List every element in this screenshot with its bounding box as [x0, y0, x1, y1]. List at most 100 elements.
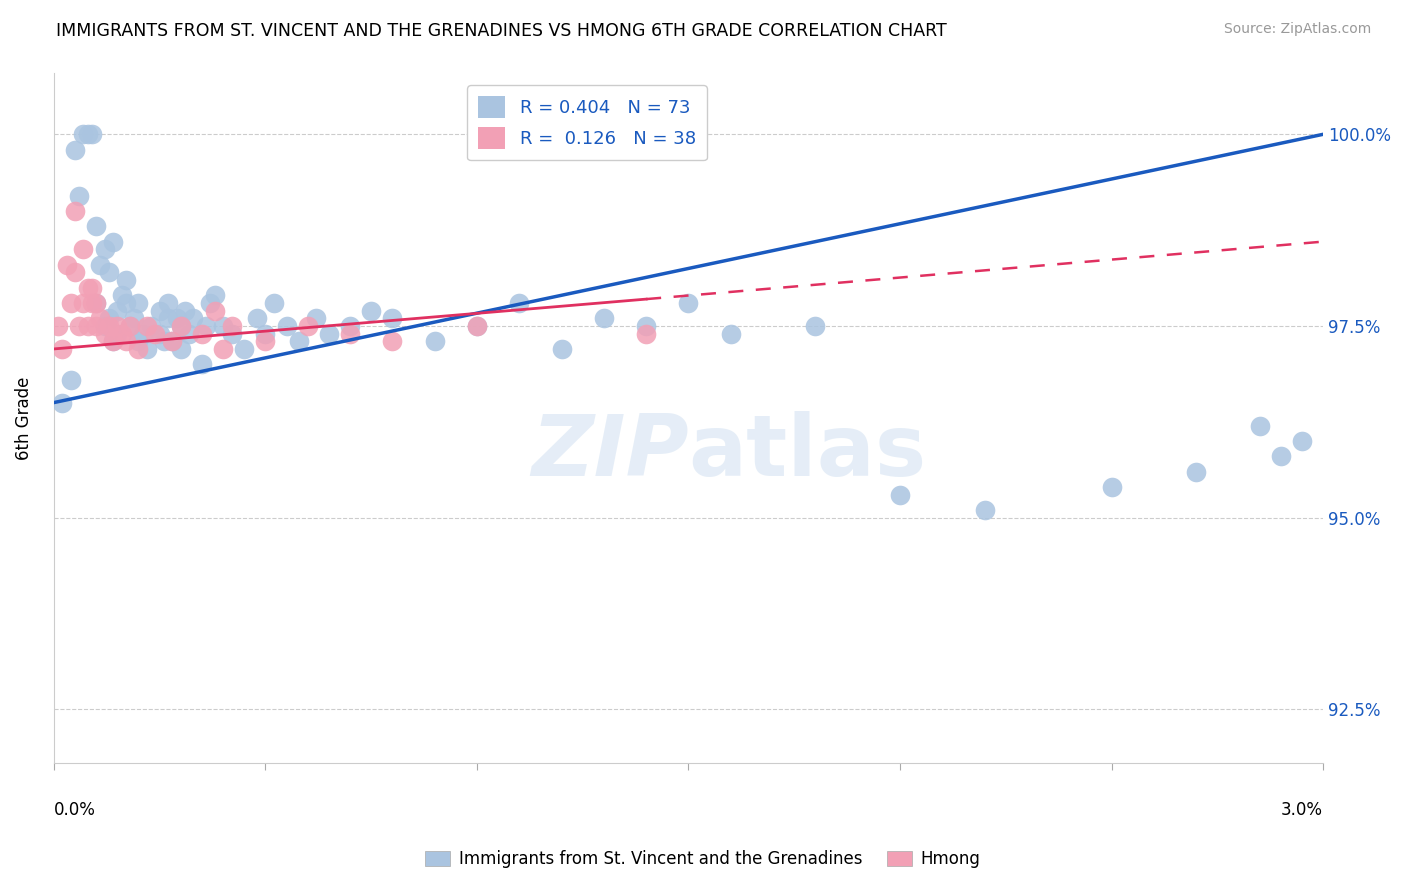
Point: [157, 311, 180, 326]
Point: [67, 318, 90, 333]
Point: [233, 342, 256, 356]
Point: [212, 318, 235, 333]
Point: [131, 326, 153, 341]
Point: [114, 273, 136, 287]
Point: [80, 128, 103, 142]
Text: Source: ZipAtlas.com: Source: ZipAtlas.com: [1223, 22, 1371, 37]
Text: 3.0%: 3.0%: [1281, 801, 1323, 819]
Point: [339, 326, 361, 341]
Point: [550, 342, 572, 356]
Point: [246, 311, 269, 326]
Point: [149, 303, 172, 318]
Point: [465, 318, 488, 333]
Point: [105, 318, 128, 333]
Point: [84, 318, 107, 333]
Point: [76, 318, 98, 333]
Point: [305, 311, 328, 326]
Point: [89, 311, 111, 326]
Point: [678, 296, 700, 310]
Point: [93, 242, 115, 256]
Point: [360, 303, 382, 318]
Point: [889, 487, 911, 501]
Point: [149, 326, 172, 341]
Point: [89, 258, 111, 272]
Point: [162, 334, 184, 349]
Point: [127, 296, 149, 310]
Point: [72, 242, 94, 256]
Point: [63, 143, 86, 157]
Point: [84, 219, 107, 234]
Point: [97, 311, 120, 326]
Point: [1291, 434, 1313, 448]
Point: [55, 258, 77, 272]
Point: [276, 318, 298, 333]
Point: [93, 318, 115, 333]
Point: [76, 280, 98, 294]
Point: [101, 235, 124, 249]
Point: [76, 128, 98, 142]
Point: [122, 311, 145, 326]
Point: [67, 188, 90, 202]
Point: [63, 265, 86, 279]
Point: [72, 128, 94, 142]
Point: [592, 311, 614, 326]
Point: [105, 303, 128, 318]
Point: [423, 334, 446, 349]
Point: [110, 326, 132, 341]
Text: IMMIGRANTS FROM ST. VINCENT AND THE GRENADINES VS HMONG 6TH GRADE CORRELATION CH: IMMIGRANTS FROM ST. VINCENT AND THE GREN…: [56, 22, 948, 40]
Point: [195, 318, 218, 333]
Point: [51, 395, 73, 409]
Point: [145, 326, 167, 341]
Point: [636, 318, 658, 333]
Point: [135, 342, 157, 356]
Point: [183, 311, 205, 326]
Point: [118, 318, 141, 333]
Point: [381, 311, 404, 326]
Point: [263, 296, 285, 310]
Point: [84, 296, 107, 310]
Point: [179, 326, 201, 341]
Point: [339, 318, 361, 333]
Point: [97, 318, 120, 333]
Legend: R = 0.404   N = 73, R =  0.126   N = 38: R = 0.404 N = 73, R = 0.126 N = 38: [467, 86, 707, 161]
Point: [72, 296, 94, 310]
Point: [1249, 418, 1271, 433]
Point: [162, 334, 184, 349]
Point: [93, 326, 115, 341]
Text: 0.0%: 0.0%: [53, 801, 96, 819]
Point: [254, 334, 277, 349]
Point: [127, 334, 149, 349]
Point: [59, 373, 82, 387]
Point: [110, 288, 132, 302]
Point: [59, 296, 82, 310]
Point: [288, 334, 311, 349]
Point: [80, 280, 103, 294]
Point: [973, 503, 995, 517]
Point: [141, 318, 163, 333]
Legend: Immigrants from St. Vincent and the Grenadines, Hmong: Immigrants from St. Vincent and the Gren…: [419, 844, 987, 875]
Point: [191, 326, 214, 341]
Point: [720, 326, 742, 341]
Point: [1101, 480, 1123, 494]
Point: [804, 318, 827, 333]
Point: [174, 303, 197, 318]
Point: [80, 296, 103, 310]
Text: atlas: atlas: [689, 411, 927, 494]
Point: [221, 318, 243, 333]
Point: [318, 326, 340, 341]
Point: [1185, 465, 1208, 479]
Point: [46, 318, 69, 333]
Point: [51, 342, 73, 356]
Point: [254, 326, 277, 341]
Point: [105, 326, 128, 341]
Point: [212, 342, 235, 356]
Point: [508, 296, 530, 310]
Point: [204, 288, 226, 302]
Point: [200, 296, 222, 310]
Point: [204, 303, 226, 318]
Y-axis label: 6th Grade: 6th Grade: [15, 376, 32, 459]
Point: [297, 318, 319, 333]
Point: [127, 342, 149, 356]
Point: [118, 318, 141, 333]
Point: [170, 318, 193, 333]
